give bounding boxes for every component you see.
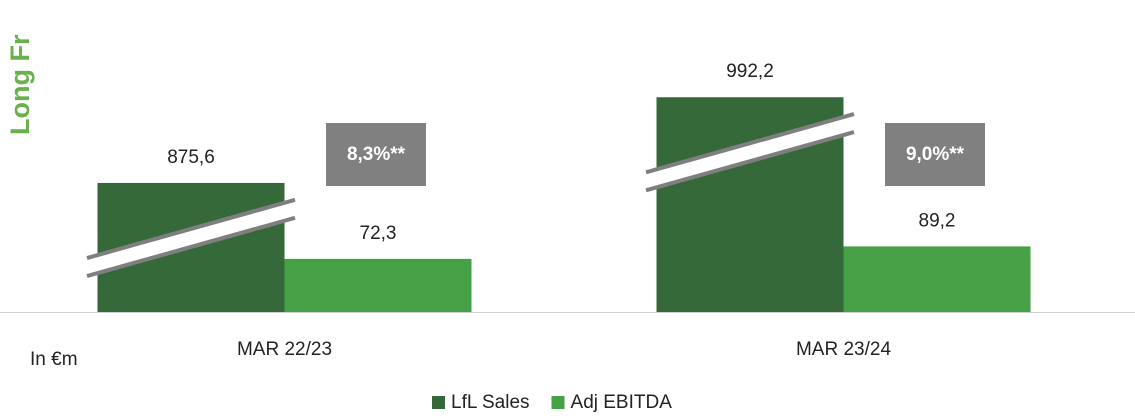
- annotation: 8,3%**: [347, 144, 406, 165]
- legend-label: Adj EBITDA: [571, 392, 673, 413]
- value-label: 992,2: [726, 61, 774, 82]
- value-label: 875,6: [167, 147, 215, 168]
- axis-break-line: [86, 197, 296, 260]
- x-tick-label: MAR 23/24: [796, 339, 891, 360]
- value-label: 89,2: [919, 210, 956, 231]
- axis-break-band: [87, 199, 295, 277]
- legend-swatch: [432, 396, 445, 409]
- axis-break-line: [645, 112, 855, 175]
- legend-swatch: [551, 396, 565, 409]
- bar: [284, 258, 472, 312]
- side-title: Long Fr: [5, 34, 35, 135]
- axis-break-band: [646, 114, 854, 191]
- annotation-box: [326, 123, 426, 186]
- axis-break-line: [86, 215, 296, 278]
- annotation: 9,0%**: [906, 144, 965, 165]
- unit-note: In €m: [30, 349, 78, 370]
- axis-break-line: [645, 130, 855, 193]
- legend-label: LfL Sales: [451, 392, 530, 413]
- bar: [843, 246, 1031, 312]
- value-label: 72,3: [360, 223, 397, 244]
- annotation-box: [885, 123, 985, 186]
- x-tick-label: MAR 22/23: [237, 339, 332, 360]
